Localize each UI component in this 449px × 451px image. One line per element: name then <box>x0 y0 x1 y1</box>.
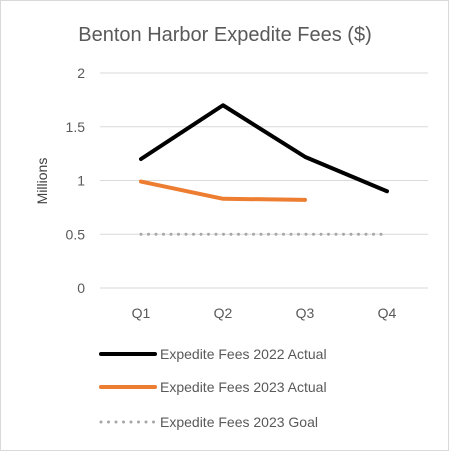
x-tick-label-q4: Q4 <box>378 305 397 321</box>
legend: Expedite Fees 2022 Actual Expedite Fees 2… <box>99 346 327 430</box>
legend-label-1: Expedite Fees 2023 Actual <box>160 379 327 395</box>
y-tick-label-0: 0 <box>77 280 85 296</box>
y-tick-label-3: 1.5 <box>66 119 86 135</box>
x-tick-label-q2: Q2 <box>214 305 233 321</box>
y-tick-label-2: 1 <box>77 173 85 189</box>
y-tick-label-1: 0.5 <box>66 226 86 242</box>
x-axis-ticks: Q1 Q2 Q3 Q4 <box>132 305 397 321</box>
y-axis-ticks: 0 0.5 1 1.5 2 <box>66 65 86 296</box>
legend-label-2: Expedite Fees 2023 Goal <box>160 414 318 430</box>
series-line-1 <box>139 179 307 202</box>
y-axis-label: Millions <box>34 158 50 205</box>
series-line-0 <box>139 103 389 194</box>
y-tick-label-4: 2 <box>77 65 85 81</box>
x-tick-label-q1: Q1 <box>132 305 151 321</box>
chart-title: Benton Harbor Expedite Fees ($) <box>78 24 372 46</box>
gridlines <box>100 72 428 289</box>
series-lines <box>139 103 389 236</box>
legend-label-0: Expedite Fees 2022 Actual <box>160 346 327 362</box>
x-tick-label-q3: Q3 <box>296 305 315 321</box>
